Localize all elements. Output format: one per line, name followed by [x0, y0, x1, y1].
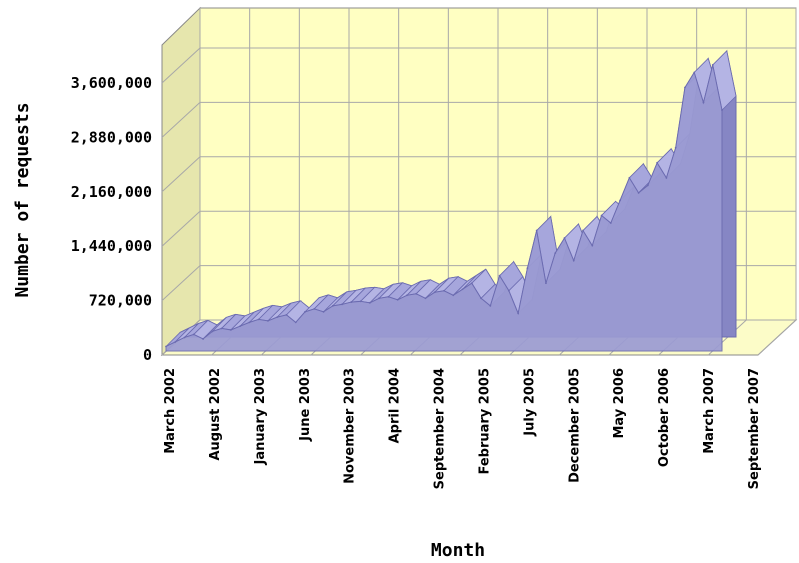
x-tick-label: February 2005	[477, 368, 492, 475]
x-tick-label: January 2003	[253, 368, 268, 465]
data-point	[693, 71, 696, 74]
data-point	[517, 312, 520, 315]
data-point	[165, 345, 167, 348]
data-point	[313, 307, 316, 310]
data-point	[665, 176, 668, 179]
data-point	[368, 301, 371, 304]
x-tick-label: April 2004	[388, 368, 403, 443]
data-point	[461, 288, 464, 291]
data-point	[183, 336, 186, 339]
data-point	[415, 292, 418, 295]
x-tick-label: May 2006	[612, 368, 627, 439]
data-point	[192, 333, 195, 336]
data-point	[406, 294, 408, 297]
x-tick-label: October 2006	[657, 368, 672, 467]
data-point	[304, 310, 306, 313]
data-point	[276, 316, 279, 319]
x-tick-label: June 2003	[298, 368, 313, 442]
data-point	[507, 289, 510, 292]
floor-gridline	[757, 319, 797, 356]
y-tick-label: 720,000	[89, 292, 152, 310]
y-axis-ticks: 0 720,000 1,440,000 2,160,000 2,880,000 3,600…	[71, 74, 152, 364]
data-point	[239, 325, 242, 328]
data-point	[229, 329, 232, 331]
data-point	[294, 321, 297, 324]
data-point	[572, 259, 575, 262]
data-point	[322, 310, 325, 313]
data-point	[628, 176, 631, 179]
x-axis-ticks: March 2002 August 2002 January 2003 June 20…	[163, 368, 762, 489]
y-tick-label: 3,600,000	[71, 74, 152, 92]
data-point	[535, 229, 538, 232]
data-point	[433, 291, 436, 294]
data-point	[609, 222, 612, 224]
data-point	[341, 303, 343, 306]
data-point	[220, 327, 223, 330]
y-tick-label: 2,880,000	[71, 128, 152, 146]
side-gridline	[161, 156, 201, 193]
data-point	[257, 318, 260, 321]
data-point	[591, 244, 594, 247]
side-wall	[161, 6, 201, 357]
data-point	[684, 86, 686, 89]
data-point	[202, 338, 204, 340]
side-gridline	[161, 47, 201, 84]
data-point	[359, 300, 362, 303]
data-point	[267, 319, 269, 322]
x-tick-label: March 2002	[163, 368, 178, 454]
data-point	[480, 297, 482, 300]
y-axis-title: Number of requests	[12, 102, 33, 297]
data-point	[396, 298, 399, 301]
data-point	[248, 321, 251, 324]
data-point	[637, 192, 640, 194]
x-tick-label: September 2004	[433, 368, 448, 489]
data-point	[600, 214, 603, 217]
x-tick-label: March 2007	[702, 368, 717, 454]
series-front-face	[165, 64, 723, 352]
data-point	[211, 330, 214, 333]
x-tick-label: December 2005	[567, 368, 582, 483]
data-point	[563, 237, 566, 239]
data-point	[378, 297, 381, 300]
data-series	[165, 49, 737, 352]
data-point	[424, 297, 427, 300]
x-tick-label: September 2007	[747, 368, 762, 489]
x-axis-title: Month	[431, 540, 485, 561]
data-point	[387, 295, 390, 298]
data-point	[174, 341, 177, 343]
data-point	[674, 146, 677, 149]
x-tick-label: July 2005	[522, 368, 537, 437]
data-point	[443, 289, 445, 292]
data-point	[619, 199, 621, 202]
data-point	[498, 274, 501, 277]
data-point	[702, 101, 705, 104]
data-point	[545, 282, 547, 285]
data-point	[656, 161, 659, 164]
x-tick-label: November 2003	[343, 368, 358, 484]
side-gridline	[161, 265, 201, 301]
data-point	[489, 304, 492, 307]
x-tick-label: August 2002	[208, 368, 223, 461]
side-gridline	[161, 210, 201, 247]
data-point	[582, 229, 584, 232]
y-tick-label: 2,160,000	[71, 183, 152, 201]
y-tick-label: 1,440,000	[71, 237, 152, 255]
data-point	[554, 252, 557, 255]
data-point	[452, 294, 455, 297]
y-tick-label: 0	[143, 346, 152, 364]
data-point	[721, 109, 723, 112]
data-point	[331, 304, 334, 307]
side-gridline	[161, 102, 201, 138]
data-point	[646, 184, 649, 187]
data-point	[470, 282, 473, 285]
data-point	[285, 313, 288, 316]
data-point	[711, 64, 714, 66]
data-point	[350, 301, 353, 303]
data-point	[526, 267, 529, 270]
